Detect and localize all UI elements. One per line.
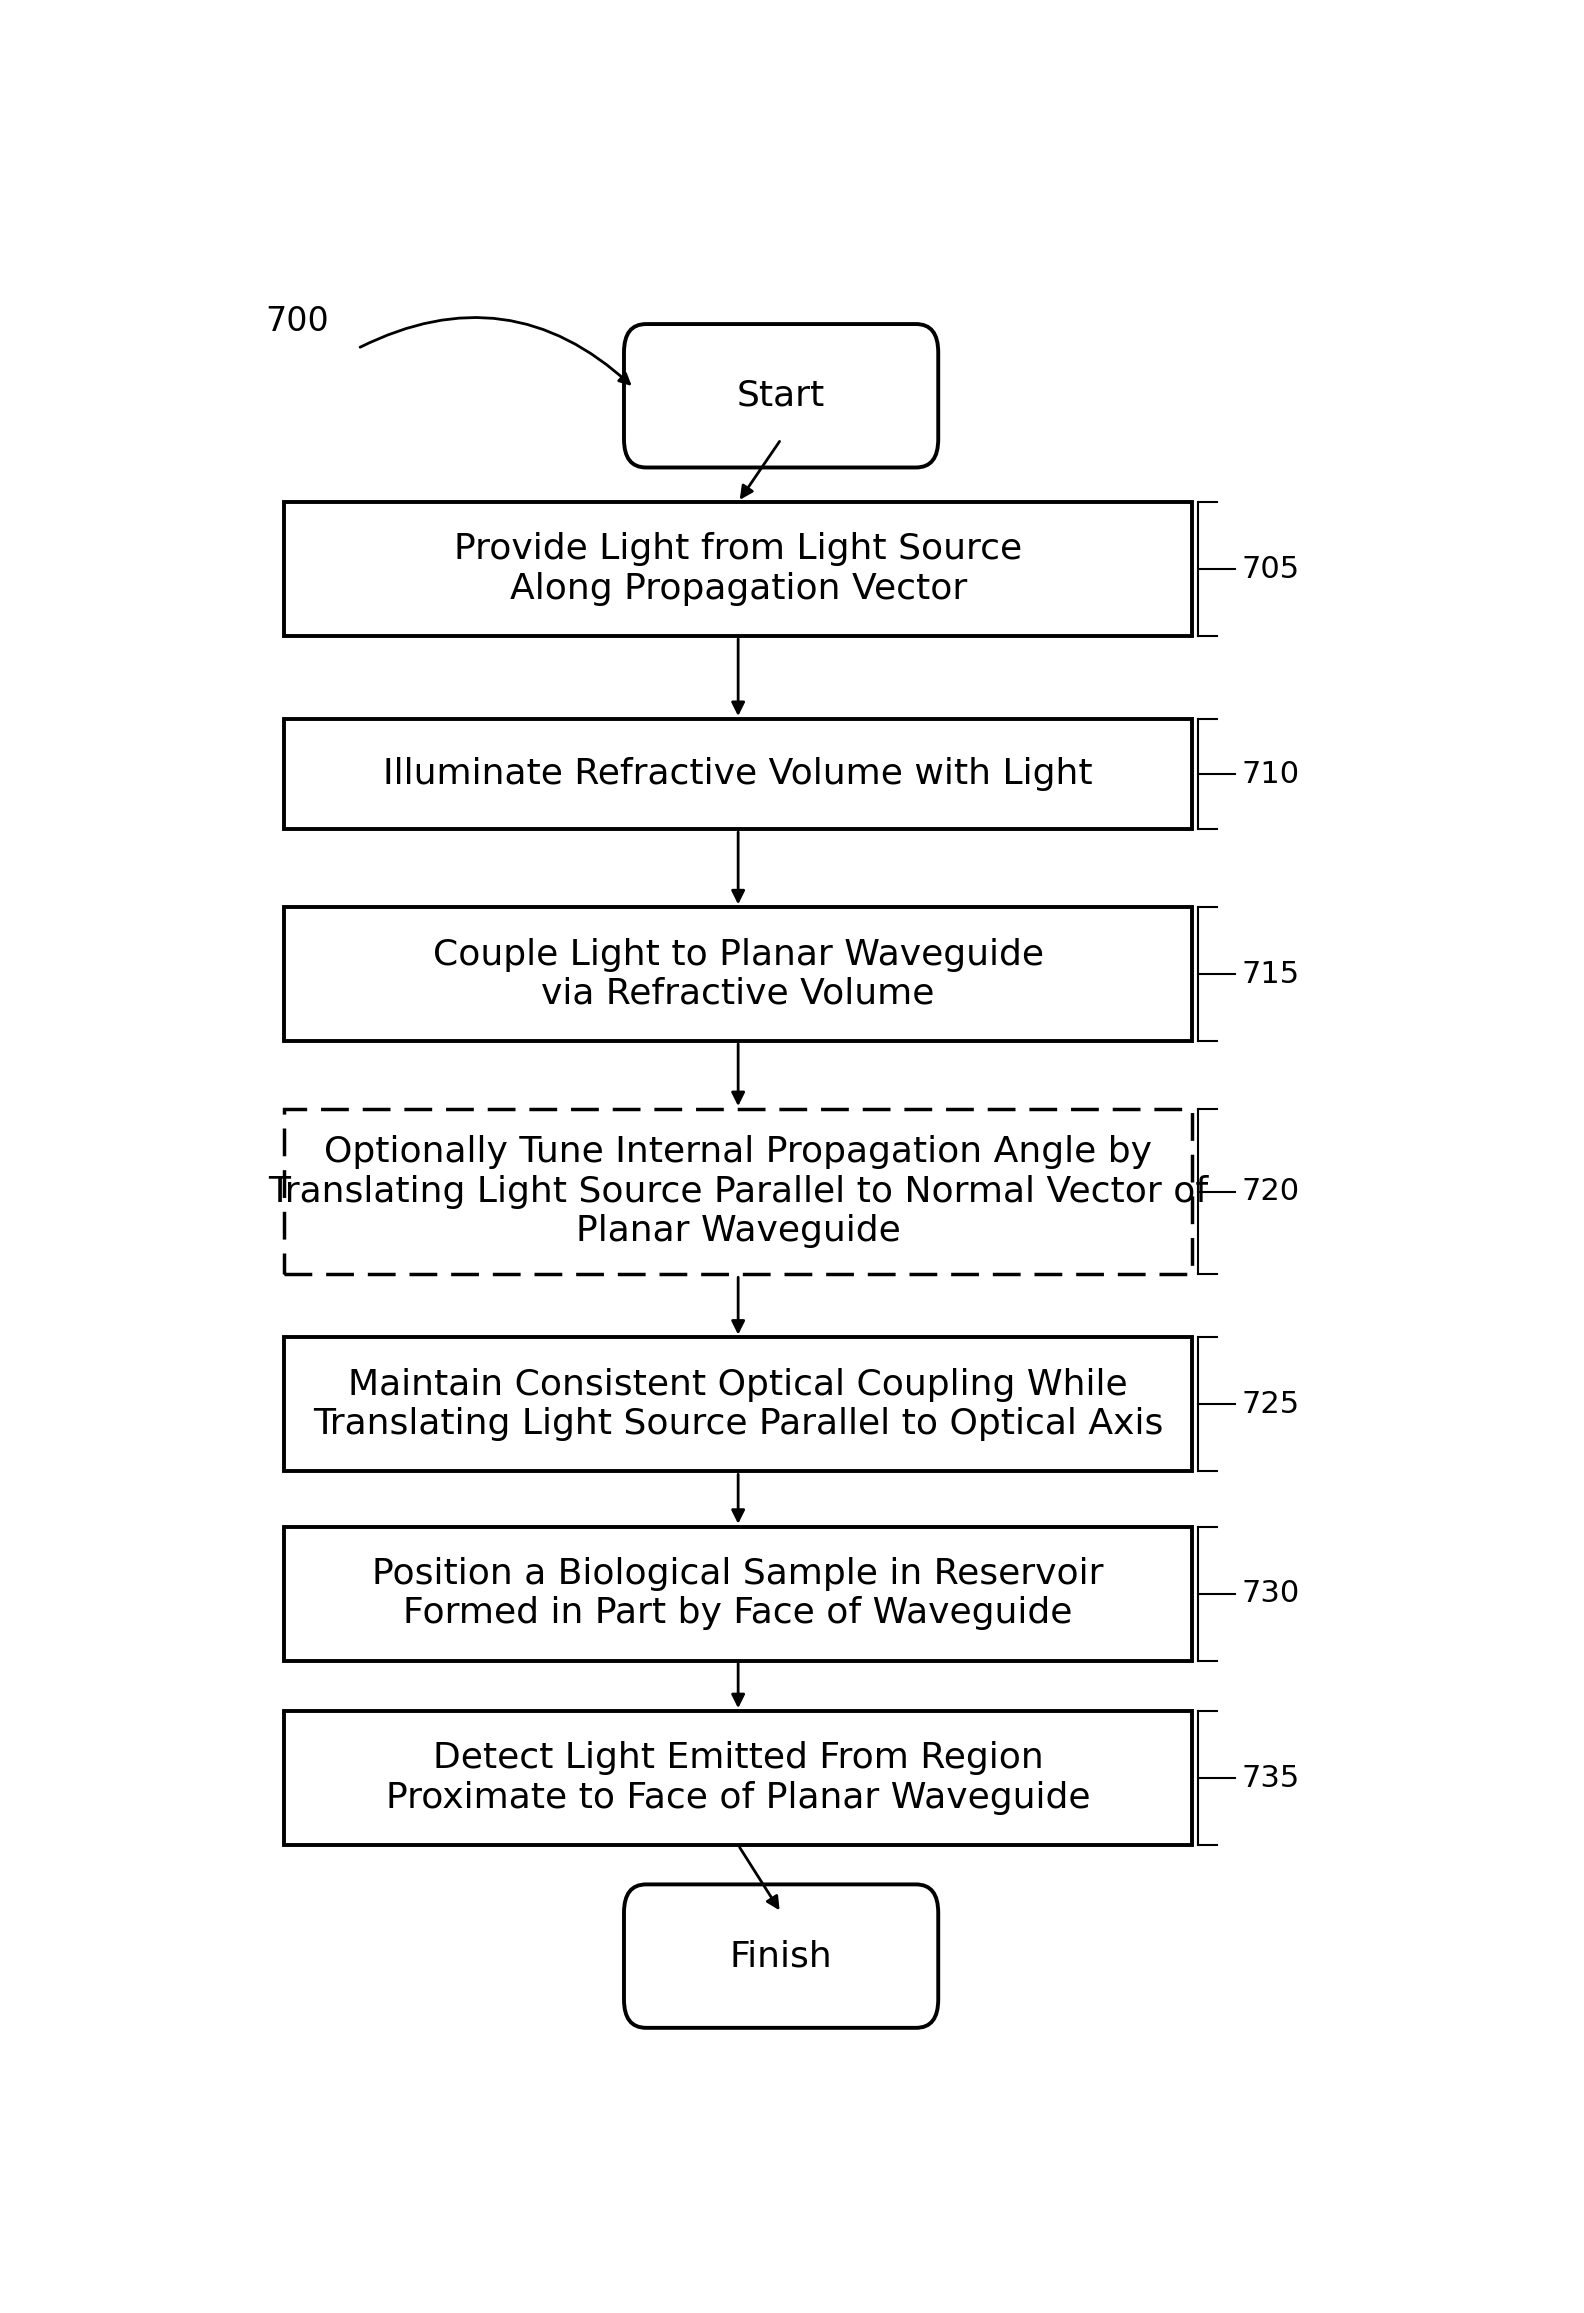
Bar: [284, 1108, 1193, 1274]
Bar: [284, 1712, 1193, 1846]
Text: Detect Light Emitted From Region
Proximate to Face of Planar Waveguide: Detect Light Emitted From Region Proxima…: [386, 1742, 1090, 1816]
Text: Optionally Tune Internal Propagation Angle by
Translating Light Source Parallel : Optionally Tune Internal Propagation Ang…: [268, 1136, 1209, 1249]
Text: 705: 705: [1242, 555, 1299, 583]
Text: 720: 720: [1242, 1177, 1299, 1205]
Text: Provide Light from Light Source
Along Propagation Vector: Provide Light from Light Source Along Pr…: [455, 532, 1022, 606]
Text: Couple Light to Planar Waveguide
via Refractive Volume: Couple Light to Planar Waveguide via Ref…: [432, 937, 1044, 1011]
Bar: [284, 502, 1193, 636]
Bar: [284, 719, 1193, 828]
Text: Maintain Consistent Optical Coupling While
Translating Light Source Parallel to : Maintain Consistent Optical Coupling Whi…: [314, 1367, 1163, 1441]
Text: Start: Start: [737, 379, 825, 412]
Text: 725: 725: [1242, 1390, 1299, 1418]
FancyBboxPatch shape: [624, 1885, 938, 2029]
Text: 730: 730: [1242, 1580, 1300, 1608]
Text: 715: 715: [1242, 960, 1299, 988]
Text: Finish: Finish: [730, 1938, 833, 1973]
FancyBboxPatch shape: [624, 324, 938, 467]
Bar: [284, 907, 1193, 1041]
Text: 735: 735: [1242, 1763, 1300, 1793]
Text: Illuminate Refractive Volume with Light: Illuminate Refractive Volume with Light: [383, 756, 1093, 791]
FancyArrowPatch shape: [360, 317, 629, 384]
Text: Position a Biological Sample in Reservoir
Formed in Part by Face of Waveguide: Position a Biological Sample in Reservoi…: [372, 1557, 1104, 1631]
Bar: [284, 1337, 1193, 1471]
Text: 710: 710: [1242, 759, 1299, 789]
Bar: [284, 1527, 1193, 1661]
Text: 700: 700: [266, 305, 329, 338]
